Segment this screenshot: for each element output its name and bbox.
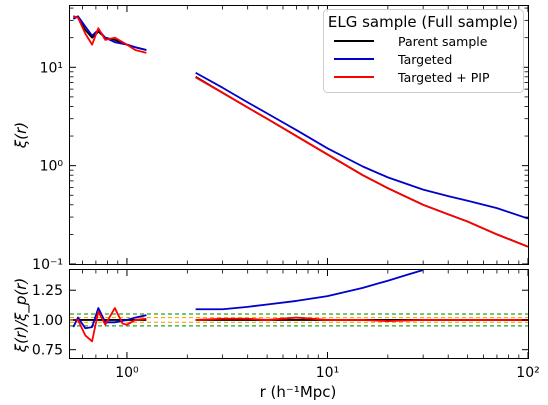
top-series-targeted-pip-segment-1 (73, 15, 147, 54)
legend-title: ELG sample (Full sample) (328, 13, 518, 31)
bottom-series-targeted-pip-segment-1 (73, 307, 147, 343)
bottom-y-tick-label: 0.75 (32, 343, 63, 359)
legend: ELG sample (Full sample) Parent sample Ta… (323, 9, 524, 93)
bottom-panel-series-lines (72, 270, 528, 343)
legend-entries: Parent sample Targeted Targeted + PIP (334, 34, 490, 85)
legend-label-targeted: Targeted (397, 52, 452, 67)
bottom-ylabel: ξ(r)/ξ_p(r) (12, 278, 31, 354)
top-series-targeted-pip-segment-2 (195, 76, 528, 248)
legend-label-targeted-pip: Targeted + PIP (397, 70, 490, 85)
legend-label-parent-sample: Parent sample (398, 34, 488, 49)
bottom-y-tick-label: 1.25 (32, 283, 63, 299)
top-panel-frame (69, 5, 529, 265)
bottom-series-targeted-segment-2 (195, 270, 424, 311)
bottom-panel-frame (69, 269, 529, 359)
bottom-x-tick-label: 10¹ (316, 365, 339, 381)
top-panel-correlation-function: 10⁻¹ 10⁰ 10¹ ξ(r) (12, 5, 529, 273)
bottom-y-tick-label: 1.00 (32, 313, 63, 329)
top-y-tick-label: 10⁰ (40, 159, 64, 175)
top-panel-ticks: 10⁻¹ 10⁰ 10¹ (32, 6, 529, 273)
bottom-panel-ratio: 10⁰ 10¹ 10² 0.75 1.00 1.25 ξ(r)/ξ_p(r) r (h⁻¹… (12, 269, 540, 401)
bottom-series-targeted-segment-1 (72, 307, 147, 330)
top-y-tick-label: 10⁻¹ (32, 257, 63, 273)
bottom-x-tick-label: 10² (516, 365, 539, 381)
bottom-series-targeted-pip-segment-2 (195, 316, 528, 323)
top-panel-series-lines (72, 15, 528, 248)
top-y-tick-label: 10¹ (40, 60, 63, 76)
top-series-targeted-segment-2 (195, 71, 528, 220)
bottom-xlabel: r (h⁻¹Mpc) (260, 383, 337, 401)
bottom-panel-reference-lines (70, 313, 528, 327)
top-series-parent-sample-segment-2 (195, 76, 528, 248)
bottom-x-tick-label: 10⁰ (115, 365, 139, 381)
top-ylabel: ξ(r) (12, 122, 30, 149)
legend-box (323, 9, 524, 93)
bottom-panel-ticks: 10⁰ 10¹ 10² 0.75 1.00 1.25 (32, 270, 540, 381)
